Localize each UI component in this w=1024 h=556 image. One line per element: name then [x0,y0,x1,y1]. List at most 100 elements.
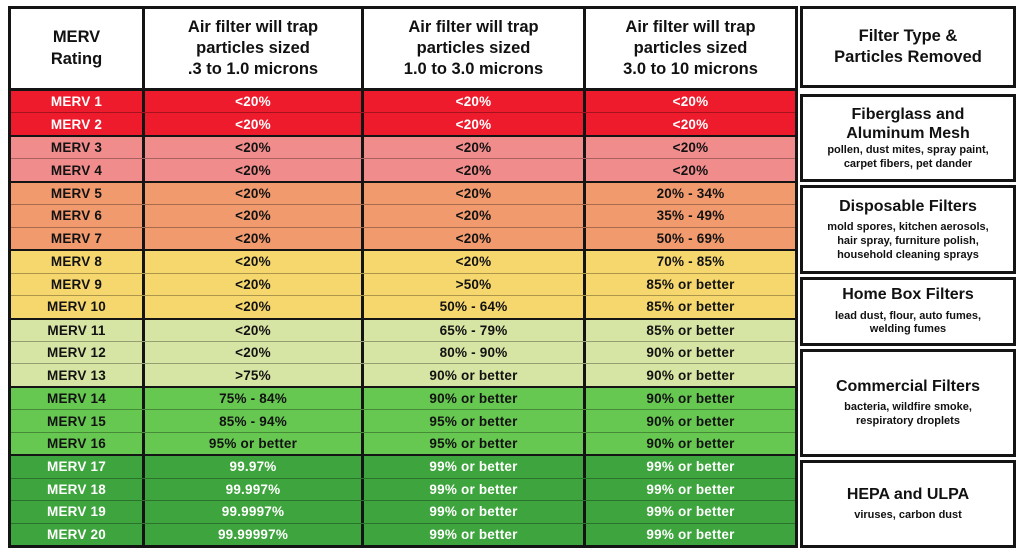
trap-10-30-cell: >50% [364,273,586,296]
merv-row: MERV 10 <20% 50% - 64% 85% or better [11,296,795,320]
trap-10-30-cell: 99% or better [364,456,586,478]
merv-rating-cell: MERV 11 [11,319,145,341]
merv-row: MERV 11 <20% 65% - 79% 85% or better [11,319,795,342]
merv-efficiency-table: MERV Rating Air filter will trap particl… [8,6,798,548]
merv-rating-chart: MERV Rating Air filter will trap particl… [8,6,1016,549]
trap-30-100-cell: 85% or better [646,276,735,292]
merv-rating-cell: MERV 2 [11,113,145,135]
trap-10-30-cell: <20% [364,136,586,159]
trap-10-30-cell: 90% or better [364,387,586,410]
merv-row: MERV 20 99.99997% 99% or better 99% or bett… [11,523,795,546]
merv-row: MERV 13 >75% 90% or better 90% or better [11,364,795,388]
trap-10-30-cell: <20% [364,205,586,227]
trap-03-10-cell: 95% or better [145,432,364,455]
trap-10-30-cell: 80% - 90% [364,341,586,364]
filter-type-column: Filter Type & Particles Removed Fibergla… [800,6,1016,549]
merv-rating-cell: MERV 20 [11,523,145,546]
trap-03-10-cell: <20% [145,136,364,159]
trap-03-10-cell: <20% [145,296,364,318]
trap-10-30-cell: <20% [364,159,586,181]
merv-row: MERV 7 <20% <20% 50% - 69% [11,227,795,252]
merv-rating-cell: MERV 16 [11,432,145,455]
trap-03-10-cell: <20% [145,205,364,227]
trap-30-100-cell: 90% or better [646,436,735,452]
filter-type-title: Disposable Filters [839,197,977,215]
trap-03-10-cell: <20% [145,227,364,250]
filter-type-title: Commercial Filters [835,377,981,395]
trap-03-10-cell: 99.997% [145,478,364,501]
trap-30-100-cell: 90% or better [646,413,735,429]
filter-type-particles: bacteria, wildfire smoke, respiratory dr… [844,400,972,427]
filter-type-panel: HEPA and ULPA viruses, carbon dust [800,459,1016,549]
trap-03-10-cell: 99.99997% [145,523,364,546]
trap-30-100-cell: 90% or better [646,367,735,383]
merv-row: MERV 12 <20% 80% - 90% 90% or better [11,341,795,365]
merv-rating-cell: MERV 18 [11,478,145,501]
trap-10-30-cell: 95% or better [364,432,586,455]
merv-row: MERV 14 75% - 84% 90% or better 90% or bett… [11,387,795,411]
trap-10-30-cell: <20% [364,227,586,250]
merv-row: MERV 9 <20% >50% 85% or better [11,273,795,297]
merv-rating-cell: MERV 12 [11,341,145,364]
trap-30-100-cell: 70% - 85% [656,254,725,270]
filter-type-panel: Commercial Filters bacteria, wildfire smo… [800,348,1016,457]
filter-type-title: Home Box Filters [842,286,974,304]
table-header-row: MERV Rating Air filter will trap particl… [11,9,795,91]
merv-rating-cell: MERV 4 [11,159,145,181]
trap-30-100-cell: <20% [672,162,709,178]
merv-row: MERV 2 <20% <20% <20% [11,113,795,137]
trap-30-100-cell: 99% or better [646,526,735,542]
trap-30-100-cell: 99% or better [646,504,735,520]
trap-30-100-cell: 20% - 34% [656,186,725,202]
trap-30-100-cell: 99% or better [646,459,735,475]
merv-row: MERV 3 <20% <20% <20% [11,136,795,160]
trap-30-100-cell: 35% - 49% [656,208,725,224]
merv-rating-cell: MERV 10 [11,296,145,318]
trap-10-30-cell: 99% or better [364,478,586,501]
trap-03-10-cell: <20% [145,319,364,341]
filter-type-particles: viruses, carbon dust [854,509,962,522]
trap-30-100-cell: <20% [672,140,709,156]
filter-type-panel: Home Box Filters lead dust, flour, auto f… [800,276,1016,346]
merv-row: MERV 8 <20% <20% 70% - 85% [11,251,795,274]
merv-rating-cell: MERV 19 [11,501,145,523]
trap-30-100-cell: 90% or better [646,391,735,407]
header-merv-rating: MERV Rating [11,9,145,88]
merv-rating-cell: MERV 14 [11,387,145,410]
trap-10-30-cell: <20% [364,182,586,205]
merv-row: MERV 6 <20% <20% 35% - 49% [11,205,795,228]
rows-container: MERV 1 <20% <20% <20% MERV 2 <20% <20% <20% MERV… [11,91,795,546]
filter-type-title: Fiberglass and Aluminum Mesh [846,105,970,142]
filter-type-panel: Fiberglass and Aluminum Mesh pollen, dust… [800,94,1016,183]
trap-03-10-cell: <20% [145,251,364,273]
trap-03-10-cell: <20% [145,341,364,364]
merv-row: MERV 18 99.997% 99% or better 99% or better [11,478,795,502]
trap-10-30-cell: 95% or better [364,410,586,432]
trap-30-100-cell: 99% or better [646,481,735,497]
header-particles-30-100: Air filter will trap particles sized 3.0… [623,17,758,79]
filter-type-particles: mold spores, kitchen aerosols, hair spra… [827,221,989,261]
merv-row: MERV 5 <20% <20% 20% - 34% [11,182,795,206]
merv-row: MERV 17 99.97% 99% or better 99% or better [11,456,795,479]
merv-rating-cell: MERV 6 [11,205,145,227]
trap-03-10-cell: <20% [145,91,364,113]
trap-03-10-cell: <20% [145,159,364,181]
trap-03-10-cell: <20% [145,182,364,205]
trap-03-10-cell: 99.97% [145,456,364,478]
header-filter-type: Filter Type & Particles Removed [800,6,1016,88]
trap-03-10-cell: 75% - 84% [145,387,364,410]
trap-30-100-cell: 85% or better [646,299,735,315]
filter-type-header-label: Filter Type & Particles Removed [834,27,982,66]
trap-30-100-cell: <20% [672,116,709,132]
merv-rating-cell: MERV 15 [11,410,145,432]
merv-row: MERV 16 95% or better 95% or better 90% or … [11,432,795,457]
merv-rating-cell: MERV 1 [11,91,145,113]
trap-30-100-cell: <20% [672,94,709,110]
merv-rating-cell: MERV 8 [11,251,145,273]
merv-row: MERV 15 85% - 94% 95% or better 90% or bett… [11,410,795,433]
trap-03-10-cell: 85% - 94% [145,410,364,432]
trap-10-30-cell: 99% or better [364,523,586,546]
trap-10-30-cell: <20% [364,91,586,113]
filter-type-title: HEPA and ULPA [846,485,970,503]
trap-03-10-cell: >75% [145,364,364,386]
